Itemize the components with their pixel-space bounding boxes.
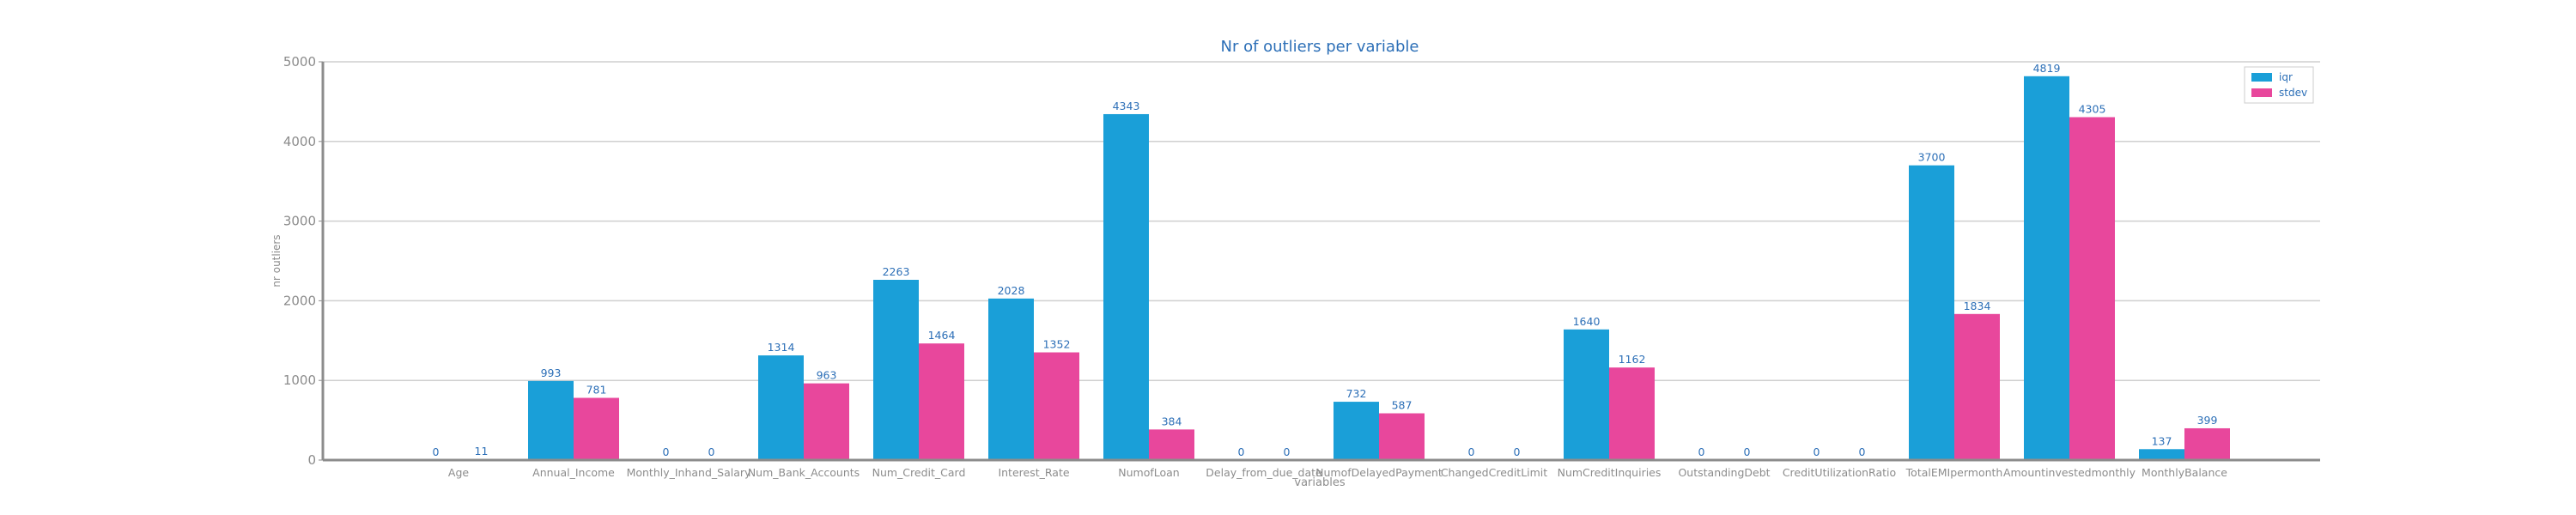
- bar-iqr: [758, 355, 804, 460]
- data-label-stdev: 4305: [2079, 102, 2106, 115]
- bar-stdev: [1609, 367, 1655, 460]
- legend-swatch-stdev: [2251, 88, 2272, 97]
- data-labels: 0 11 993 781 0 0 1314 963 2263 1464 2028 1352 4343 38…: [433, 62, 2218, 458]
- legend-label-iqr: iqr: [2279, 71, 2293, 83]
- x-tick-label: TotalEMIpermonth: [1905, 466, 2003, 479]
- data-label-stdev: 0: [708, 445, 715, 458]
- y-tick-label: 4000: [283, 134, 316, 149]
- data-label-stdev: 11: [475, 445, 489, 457]
- bar-stdev: [919, 343, 964, 460]
- data-label-iqr: 3700: [1918, 151, 1946, 164]
- data-label-stdev: 781: [586, 384, 607, 397]
- data-label-stdev: 1464: [928, 329, 956, 342]
- bar-stdev: [2184, 427, 2230, 460]
- bar-iqr: [1909, 165, 1954, 460]
- bar-iqr: [1334, 402, 1379, 460]
- x-axis-ticks: Age Annual_Income Monthly_Inhand_SalaryNum…: [448, 466, 2227, 479]
- x-tick-label: Interest_Rate: [998, 466, 1069, 479]
- data-label-iqr: 2028: [998, 284, 1025, 297]
- y-tick-label: 3000: [283, 214, 316, 229]
- x-tick-label: CreditUtilizationRatio: [1783, 466, 1896, 479]
- data-label-stdev: 963: [817, 369, 837, 382]
- bar-stdev: [1034, 352, 1079, 460]
- bar-iqr: [873, 279, 919, 460]
- data-label-iqr: 993: [541, 367, 562, 379]
- x-tick-label: NumCreditInquiries: [1558, 466, 1662, 479]
- data-label-stdev: 0: [1744, 445, 1751, 458]
- chart-title: Nr of outliers per variable: [1221, 38, 1419, 56]
- data-label-iqr: 1640: [1573, 315, 1601, 328]
- x-tick-label: MonthlyBalance: [2142, 466, 2227, 479]
- x-axis-label: variables: [1294, 476, 1345, 489]
- legend-swatch-iqr: [2251, 73, 2272, 82]
- bar-iqr: [1564, 329, 1609, 460]
- bar-iqr: [2024, 76, 2069, 460]
- bar-stdev: [574, 397, 619, 460]
- data-label-stdev: 0: [1284, 445, 1291, 458]
- data-label-stdev: 587: [1392, 399, 1413, 412]
- data-label-iqr: 0: [1468, 445, 1475, 458]
- x-tick-label: Delay_from_due_date: [1206, 466, 1322, 479]
- bar-stdev: [2069, 117, 2115, 460]
- data-label-iqr: 0: [433, 445, 440, 458]
- y-tick-label: 0: [307, 452, 316, 468]
- data-label-iqr: 137: [2152, 434, 2172, 447]
- data-label-stdev: 0: [1514, 445, 1521, 458]
- data-label-stdev: 1352: [1043, 338, 1071, 351]
- data-label-stdev: 399: [2197, 414, 2218, 427]
- x-tick-label: OutstandingDebt: [1678, 466, 1770, 479]
- data-label-iqr: 2263: [883, 265, 910, 278]
- data-label-iqr: 0: [1814, 445, 1820, 458]
- bar-iqr: [1103, 113, 1149, 460]
- bars: [459, 76, 2230, 460]
- y-tick-label: 5000: [283, 54, 316, 70]
- x-tick-label: NumofLoan: [1118, 466, 1179, 479]
- x-tick-label: Age: [448, 466, 469, 479]
- data-label-iqr: 4343: [1113, 100, 1140, 112]
- x-tick-label: NumofDelayedPayment: [1315, 466, 1443, 479]
- y-tick-label: 1000: [283, 373, 316, 388]
- data-label-stdev: 0: [1859, 445, 1866, 458]
- y-axis-label: nr outliers: [270, 234, 283, 287]
- x-tick-label: ChangedCreditLimit: [1441, 466, 1547, 479]
- bar-iqr: [2139, 449, 2184, 460]
- data-label-iqr: 0: [1698, 445, 1705, 458]
- x-tick-label: Monthly_Inhand_Salary: [627, 466, 751, 479]
- x-tick-label: Num_Bank_Accounts: [748, 466, 860, 479]
- data-label-stdev: 1162: [1619, 353, 1646, 366]
- bar-stdev: [1379, 413, 1425, 460]
- x-tick-label: Annual_Income: [532, 466, 615, 479]
- bar-stdev: [1954, 313, 2000, 460]
- bar-stdev: [1149, 429, 1194, 460]
- data-label-iqr: 0: [663, 445, 670, 458]
- bar-iqr: [528, 380, 574, 460]
- data-label-stdev: 384: [1162, 415, 1182, 427]
- data-label-iqr: 0: [1238, 445, 1245, 458]
- data-label-iqr: 732: [1346, 387, 1367, 400]
- bar-stdev: [804, 383, 849, 460]
- grid-lines: [323, 61, 2320, 461]
- x-tick-label: Amountinvestedmonthly: [2003, 466, 2136, 479]
- legend-label-stdev: stdev: [2279, 87, 2307, 99]
- legend: iqr stdev: [2244, 66, 2314, 104]
- data-label-iqr: 1314: [768, 341, 795, 354]
- y-axis-ticks: 0 1000 2000 3000 4000 5000: [283, 54, 323, 468]
- bar-iqr: [988, 298, 1034, 460]
- data-label-iqr: 4819: [2033, 62, 2061, 75]
- y-tick-label: 2000: [283, 293, 316, 308]
- data-label-stdev: 1834: [1964, 300, 1991, 312]
- x-tick-label: Num_Credit_Card: [872, 466, 966, 479]
